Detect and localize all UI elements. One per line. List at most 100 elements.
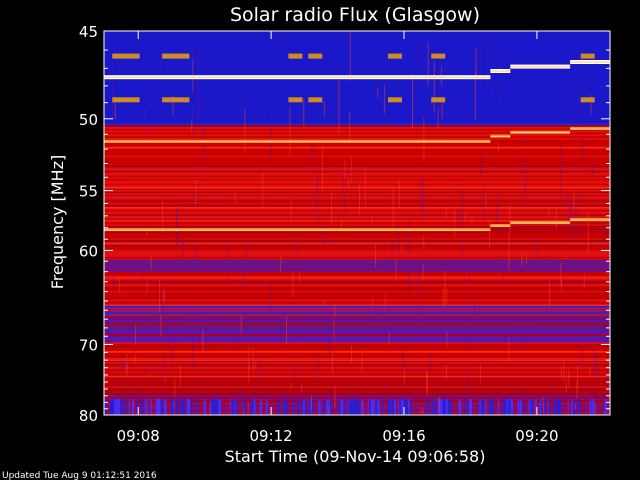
texture-streak	[444, 270, 446, 305]
spectrum-band	[104, 352, 610, 355]
spectrum-band	[104, 145, 610, 148]
texture-streak	[271, 115, 272, 157]
interference-streak	[229, 399, 231, 415]
spectrum-band	[104, 250, 610, 253]
texture-streak	[303, 98, 305, 127]
texture-streak	[351, 157, 353, 183]
interference-streak	[530, 399, 532, 415]
spectrum-band	[104, 279, 610, 282]
spectrum-band	[104, 387, 610, 389]
interference-streak	[387, 399, 391, 415]
interference-streak	[195, 399, 198, 415]
interference-streak	[171, 399, 174, 415]
texture-streak	[123, 361, 125, 369]
interference-streak	[431, 399, 434, 415]
spectrum-band	[104, 375, 610, 377]
texture-streak	[191, 46, 193, 58]
texture-streak	[582, 348, 584, 361]
texture-streak	[277, 394, 279, 413]
spectrum-band	[104, 175, 610, 178]
burst-blip	[125, 53, 140, 59]
y-tick-label: 50	[79, 111, 98, 129]
texture-streak	[293, 392, 295, 411]
burst-blip	[175, 97, 190, 103]
spectrum-band	[104, 174, 610, 177]
texture-streak	[270, 283, 272, 312]
texture-streak	[437, 107, 439, 130]
texture-streak	[576, 380, 578, 399]
texture-streak	[311, 395, 312, 412]
spectrum-band	[104, 243, 610, 246]
interference-streak	[187, 399, 190, 415]
texture-streak	[579, 92, 580, 127]
spectrum-band	[104, 322, 610, 324]
texture-streak	[333, 319, 335, 341]
interference-streak	[517, 399, 520, 415]
spectrum-band	[104, 268, 610, 271]
interference-streak	[369, 399, 372, 415]
interference-streak	[485, 399, 487, 415]
texture-streak	[359, 184, 360, 215]
texture-streak	[119, 276, 121, 294]
texture-streak	[349, 111, 351, 140]
interference-streak	[141, 399, 142, 415]
interference-streak	[342, 399, 346, 415]
spectrum-band	[104, 285, 610, 288]
interference-streak	[251, 399, 254, 415]
texture-streak	[535, 238, 537, 260]
texture-streak	[560, 366, 562, 380]
spectrum-band	[104, 356, 610, 358]
texture-streak	[198, 100, 200, 122]
plot-area	[104, 31, 610, 415]
texture-streak	[391, 241, 393, 257]
texture-streak	[502, 255, 504, 279]
spectrum-band	[104, 312, 610, 315]
spectrum-band	[104, 235, 610, 238]
texture-streak	[293, 363, 295, 380]
spectrum-band	[104, 164, 610, 167]
texture-streak	[392, 187, 394, 230]
spectrum-band	[104, 130, 610, 134]
spectrum-band	[104, 224, 610, 227]
spectrum-band	[104, 345, 610, 347]
spectrum-band	[104, 282, 610, 285]
texture-streak	[479, 46, 481, 91]
texture-streak	[490, 399, 492, 413]
spectrum-band	[104, 363, 610, 366]
interference-streak	[216, 399, 219, 415]
bright-emission-core	[104, 229, 491, 231]
texture-streak	[332, 353, 333, 373]
spectrum-band	[104, 273, 610, 276]
spectrum-band	[104, 392, 610, 395]
spectrum-band	[104, 365, 610, 368]
spectrum-band	[104, 288, 610, 291]
texture-streak	[160, 55, 162, 76]
interference-streak	[181, 399, 185, 415]
texture-streak	[461, 245, 463, 257]
texture-streak	[323, 300, 325, 306]
spectrum-band	[104, 325, 610, 327]
spectrum-band	[104, 315, 610, 318]
spectrum-band	[104, 218, 610, 221]
spectrum-band	[104, 293, 610, 296]
x-tick-label: 09:20	[515, 427, 558, 445]
interference-streak	[497, 399, 500, 415]
spectrum-band	[104, 391, 610, 393]
texture-streak	[164, 291, 166, 301]
texture-streak	[142, 387, 144, 396]
spectrum-band	[104, 177, 610, 180]
texture-streak	[311, 143, 313, 168]
texture-streak	[383, 85, 385, 114]
burst-blip	[288, 97, 303, 103]
texture-streak	[561, 279, 563, 292]
burst-blip	[175, 53, 190, 59]
texture-streak	[172, 95, 174, 117]
texture-streak	[134, 324, 136, 346]
texture-streak	[403, 368, 405, 385]
texture-streak	[474, 296, 476, 327]
spectrum-band	[104, 146, 610, 150]
interference-streak	[356, 399, 360, 415]
spectrum-band	[104, 328, 610, 330]
interference-streak	[401, 399, 403, 415]
